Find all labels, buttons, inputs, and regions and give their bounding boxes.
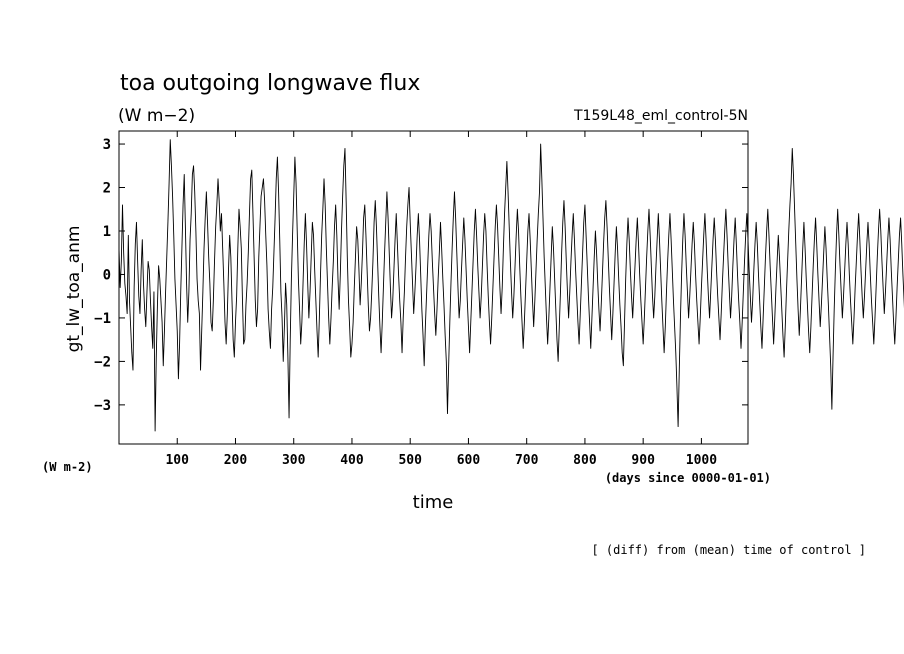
y-axis-label: gt_lw_toa_anm bbox=[64, 226, 84, 353]
y-tick-label: 2 bbox=[103, 181, 111, 197]
plot-area: 100 200 300 400 500 600 700 800 900 1000 −3 −2 −1 0 1… bbox=[94, 130, 904, 468]
x-tick-label: 500 bbox=[398, 453, 422, 468]
x-axis-ticks: 100 200 300 400 500 600 700 800 900 1000 bbox=[165, 131, 717, 468]
x-tick-label: 100 bbox=[165, 453, 189, 468]
x-axis-unit: (days since 0000-01-01) bbox=[605, 471, 771, 485]
y-tick-label: 1 bbox=[103, 224, 111, 240]
x-tick-label: 300 bbox=[282, 453, 306, 468]
x-tick-label: 1000 bbox=[686, 453, 717, 468]
chart-title: toa outgoing longwave flux bbox=[120, 71, 420, 96]
y-tick-label: −2 bbox=[94, 354, 111, 370]
x-tick-label: 800 bbox=[573, 453, 597, 468]
plot-frame bbox=[118, 130, 749, 445]
y-tick-label: −1 bbox=[94, 311, 111, 327]
x-tick-label: 200 bbox=[224, 453, 248, 468]
y-axis-unit: (W m-2) bbox=[42, 460, 93, 474]
x-tick-label: 900 bbox=[631, 453, 655, 468]
y-tick-label: −3 bbox=[94, 398, 111, 414]
chart-subtitle: (W m−2) bbox=[118, 106, 195, 126]
y-tick-label: 0 bbox=[103, 267, 111, 283]
experiment-label: T159L48_eml_control-5N bbox=[573, 108, 748, 124]
y-axis-ticks: −3 −2 −1 0 1 2 3 bbox=[94, 137, 748, 414]
x-tick-label: 600 bbox=[457, 453, 481, 468]
y-tick-label: 3 bbox=[103, 137, 111, 153]
x-tick-label: 700 bbox=[515, 453, 539, 468]
series-line bbox=[118, 139, 904, 432]
x-axis-label: time bbox=[413, 492, 454, 513]
x-tick-label: 400 bbox=[340, 453, 364, 468]
footnote: [ (diff) from (mean) time of control ] bbox=[591, 543, 866, 557]
